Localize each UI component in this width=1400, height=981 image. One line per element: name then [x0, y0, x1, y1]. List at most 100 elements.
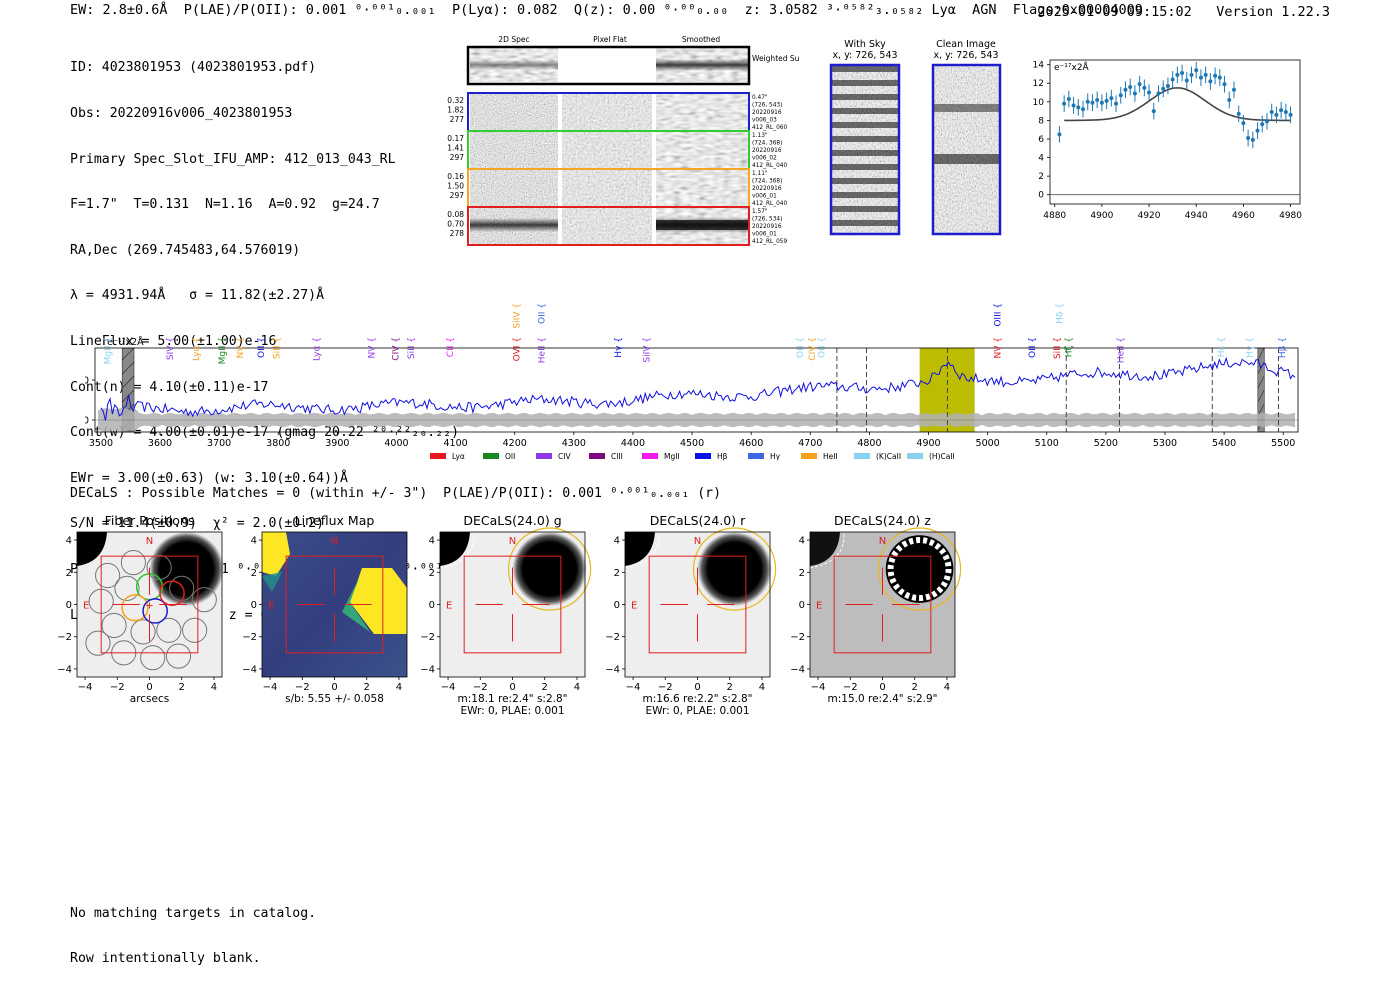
- spectrum-xtick: 5500: [1271, 438, 1295, 449]
- fiber-circle: [101, 612, 127, 639]
- thumb-ytick: 4: [251, 536, 257, 547]
- spectrum-xtick: 5000: [976, 438, 1000, 449]
- thumb-xtick: 4: [211, 682, 217, 693]
- spectrum-xtick: 4200: [503, 438, 527, 449]
- zoom-point: [1208, 79, 1213, 84]
- legend-swatch: [695, 453, 711, 459]
- east-label: E: [446, 601, 452, 612]
- cutout-info: 20220916: [752, 110, 782, 116]
- thumb-xtick: 0: [331, 682, 337, 693]
- cutout-info: (726, 543): [752, 103, 782, 109]
- thumbnail-panel: DECaLS(24.0) g N E −4 −4 −2 −2 0 0 2 2 4 4 m:18.1 re:…: [420, 513, 592, 717]
- line-label: CIV {: [808, 337, 818, 361]
- search-box: [463, 555, 562, 654]
- line-label: OII {: [1028, 337, 1038, 358]
- zoom-point: [1250, 137, 1255, 142]
- zoom-point: [1085, 99, 1090, 104]
- legend-label: MgII: [664, 452, 680, 461]
- zoom-point: [1114, 101, 1119, 106]
- thumb-ytick: −2: [242, 632, 257, 643]
- cutout-info: 20220916: [752, 148, 782, 154]
- thumb-ytick: 2: [251, 568, 257, 579]
- legend-label: OII: [505, 452, 515, 461]
- line-label: MgII {: [218, 337, 228, 364]
- fiber-circle: [140, 645, 166, 671]
- cutout-stat: 0.32: [447, 96, 464, 105]
- thumb-xtick: 0: [879, 682, 885, 693]
- line-label: Hβ {: [1278, 337, 1288, 358]
- legend-label: Hγ: [770, 452, 781, 461]
- line-label: SiIV {: [512, 303, 522, 329]
- thumb-xtick: −4: [78, 682, 93, 693]
- fiber-circle: [95, 562, 121, 589]
- zoom-unit-label: e⁻¹⁷x2Å: [1054, 61, 1090, 73]
- thumb-xtick: −2: [295, 682, 310, 693]
- line-label: Lyα {: [192, 337, 202, 361]
- thumbnail-title: Lineflux Map: [295, 513, 375, 528]
- line-label: OII {: [537, 303, 547, 324]
- zoom-point: [1123, 87, 1128, 92]
- spectrum-xtick: 3900: [325, 438, 349, 449]
- line-label: MgII {: [103, 337, 113, 364]
- thumb-xtick: 2: [727, 682, 733, 693]
- line-label: Lyα {: [313, 337, 323, 361]
- zoom-line-fit-chart: e⁻¹⁷x2Å 0 2 4 6 8 10 12 14 4880 4900 4920 4940 4960 49…: [1033, 59, 1302, 221]
- thumb-xtick: 2: [364, 682, 370, 693]
- thumb-ytick: −4: [420, 664, 435, 675]
- cutout-info: 412_RL_040: [752, 163, 787, 169]
- east-label: E: [816, 601, 822, 612]
- zoom-point: [1142, 85, 1147, 90]
- east-label: E: [268, 601, 274, 612]
- line-label: NV {: [368, 337, 378, 358]
- thumb-xtick: 0: [146, 682, 152, 693]
- sky-panels: With Sky x, y: 726, 543 Clean Image x, y…: [829, 39, 1002, 236]
- spectrum-xtick: 5200: [1094, 438, 1118, 449]
- spectrum-xtick: 4100: [444, 438, 468, 449]
- zoom-point: [1213, 73, 1218, 78]
- zoom-point: [1255, 128, 1260, 133]
- cutout-info: (726, 534): [752, 217, 782, 223]
- cutout-stat: 0.16: [447, 172, 464, 181]
- zoom-point: [1227, 97, 1232, 102]
- legend-label: Lyα: [452, 452, 465, 461]
- thumb-xtick: 4: [759, 682, 765, 693]
- zoom-xtick: 4960: [1232, 211, 1255, 221]
- zoom-point: [1274, 112, 1279, 117]
- legend-label: HeII: [823, 452, 838, 461]
- spectrum-unit-label: e⁻¹⁷x2Å: [107, 336, 144, 348]
- spectrum-xtick: 4900: [916, 438, 940, 449]
- info-line: F=1.7" T=0.131 N=1.16 A=0.92 g=24.7: [70, 197, 380, 213]
- zoom-xtick: 4900: [1090, 211, 1113, 221]
- zoom-ytick: 14: [1033, 61, 1045, 71]
- zoom-point: [1090, 100, 1095, 105]
- cutout-info: v006_03: [752, 118, 777, 124]
- spectrum-xtick: 4700: [798, 438, 822, 449]
- thumbnail-panel: Fiber Positions + N E −4 −4 −2 −2 0 0 2 2 4 4 arcsecs: [57, 513, 224, 705]
- zoom-point: [1241, 121, 1246, 126]
- thumb-xtick: −4: [441, 682, 456, 693]
- clean-image-title: Clean Image: [936, 39, 996, 50]
- with-sky-subtitle: x, y: 726, 543: [832, 50, 897, 61]
- zoom-ytick: 10: [1033, 98, 1045, 108]
- legend-label: (H)CaII: [929, 452, 955, 461]
- zoom-point: [1095, 97, 1100, 102]
- line-label: SiII {: [407, 337, 417, 359]
- col-title-2d-spec: 2D Spec: [498, 35, 529, 44]
- zoom-point: [1128, 84, 1133, 89]
- info-line: LineFlux = 5.00(±1.00)e-16: [70, 333, 277, 349]
- zoom-point: [1161, 86, 1166, 91]
- zoom-point: [1180, 71, 1185, 76]
- search-box: [100, 555, 199, 654]
- line-label: OII {: [817, 337, 827, 358]
- zoom-point: [1236, 111, 1241, 116]
- thumb-ytick: 2: [799, 568, 805, 579]
- cutout-stat: 0.70: [447, 220, 464, 229]
- zoom-ytick: 2: [1038, 172, 1044, 182]
- thumb-ytick: 4: [799, 536, 805, 547]
- zoom-xtick: 4980: [1279, 211, 1302, 221]
- search-box: [285, 555, 384, 654]
- zoom-ytick: 0: [1038, 191, 1044, 201]
- spectrum-xtick: 5300: [1153, 438, 1177, 449]
- thumb-ytick: −2: [57, 632, 72, 643]
